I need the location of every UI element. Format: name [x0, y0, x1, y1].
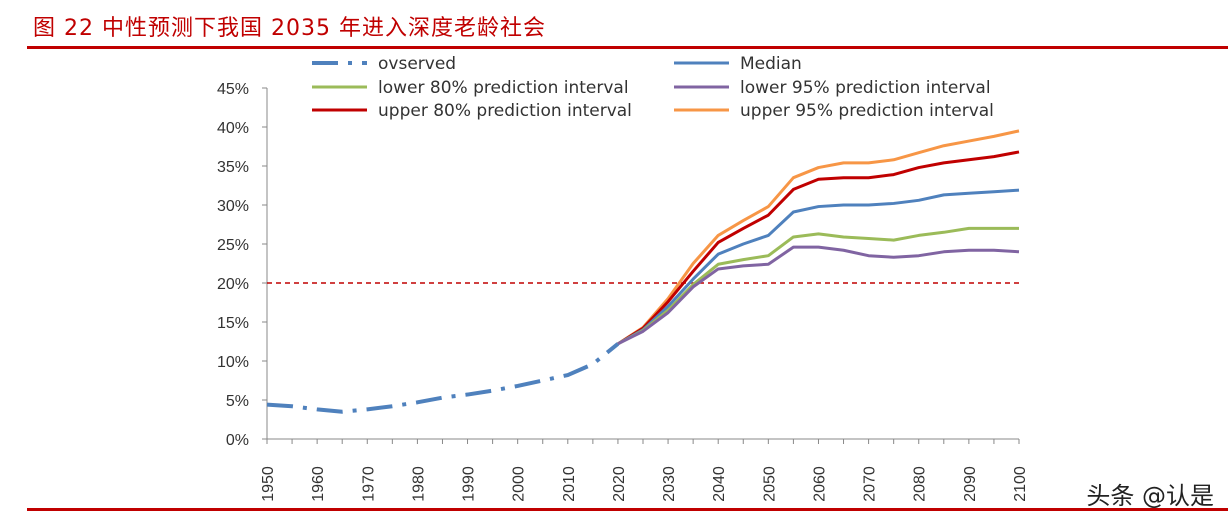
legend-label: upper 95% prediction interval	[740, 101, 994, 121]
series-line	[617, 129, 1020, 346]
y-tick-label: 0%	[226, 432, 249, 449]
legend-label: Median	[740, 54, 802, 74]
watermark: 头条 @认是	[1086, 482, 1214, 510]
x-tick-label: 1950	[260, 466, 277, 502]
series-line	[617, 188, 1020, 346]
x-tick-label: 2030	[661, 466, 678, 502]
y-tick-label: 20%	[217, 276, 249, 293]
y-tick-label: 15%	[217, 315, 249, 332]
x-tick-label: 2070	[862, 466, 879, 502]
y-tick-label: 40%	[217, 120, 249, 137]
series-line	[617, 226, 1019, 346]
y-tick-label: 10%	[217, 354, 249, 371]
series-line	[266, 342, 620, 414]
series-line	[617, 245, 1020, 346]
x-tick-label: 2010	[561, 466, 578, 502]
bottom-rule	[27, 508, 1228, 511]
legend-label: lower 80% prediction interval	[378, 78, 629, 98]
x-tick-label: 1960	[310, 466, 327, 502]
series-line	[617, 150, 1020, 346]
top-rule	[27, 46, 1228, 49]
x-tick-label: 1990	[461, 466, 478, 502]
x-tick-label: 2020	[611, 466, 628, 502]
x-tick-label: 2090	[962, 466, 979, 502]
x-tick-label: 2100	[1012, 466, 1029, 502]
x-tick-label: 2060	[811, 466, 828, 502]
y-tick-label: 25%	[217, 237, 249, 254]
x-tick-label: 1970	[360, 466, 377, 502]
legend-label: upper 80% prediction interval	[378, 101, 632, 121]
y-tick-label: 30%	[217, 198, 249, 215]
y-tick-label: 5%	[226, 393, 249, 410]
x-tick-label: 2050	[761, 466, 778, 502]
x-tick-label: 1980	[410, 466, 427, 502]
legend-label: ovserved	[378, 54, 456, 74]
figure-title: 图 22 中性预测下我国 2035 年进入深度老龄社会	[33, 16, 546, 41]
legend-label: lower 95% prediction interval	[740, 78, 991, 98]
x-tick-label: 2080	[912, 466, 929, 502]
y-tick-label: 45%	[217, 81, 249, 98]
y-tick-label: 35%	[217, 159, 249, 176]
x-tick-label: 2040	[711, 466, 728, 502]
x-tick-label: 2000	[511, 466, 528, 502]
